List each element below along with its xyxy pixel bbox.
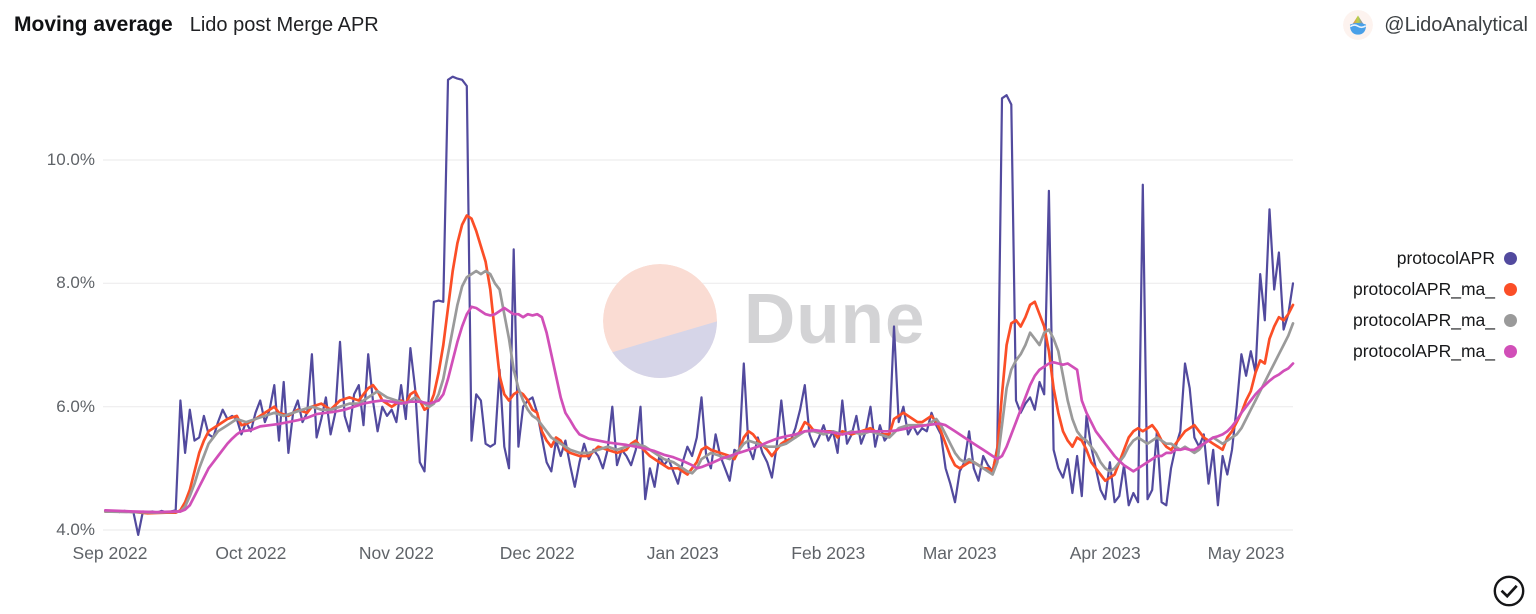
legend-item-protocolAPR-ma-1[interactable]: protocolAPR_ma_: [1353, 274, 1517, 305]
legend-item-protocolAPR-ma-2[interactable]: protocolAPR_ma_: [1353, 305, 1517, 336]
x-tick-label: Feb 2023: [791, 543, 866, 563]
author-avatar[interactable]: [1343, 10, 1374, 40]
y-tick-label: 10.0%: [46, 149, 95, 169]
x-tick-label: Dec 2022: [499, 543, 575, 563]
series-line-0: [104, 75, 1295, 537]
legend-dot-protocolAPR: [1504, 252, 1517, 265]
legend-dot-protocolAPR-ma-1: [1504, 283, 1517, 296]
series-line-3: [103, 305, 1295, 514]
chart-title: Moving average Lido post Merge APR: [14, 13, 379, 37]
legend-dot-protocolAPR-ma-3: [1504, 345, 1517, 358]
x-tick-label: May 2023: [1207, 543, 1285, 563]
check-circle-icon: [1493, 575, 1525, 607]
y-axis: 10.0% 8.0% 6.0% 4.0%: [0, 0, 95, 614]
legend-label: protocolAPR_ma_: [1352, 279, 1495, 299]
x-tick-label: Apr 2023: [1069, 543, 1141, 563]
x-tick-label: Mar 2023: [922, 543, 997, 563]
y-tick-label: 6.0%: [56, 396, 95, 416]
y-tick-label: 8.0%: [56, 273, 95, 293]
legend-label: protocolAPR: [1396, 248, 1495, 268]
x-tick-label: Oct 2022: [215, 543, 287, 563]
x-tick-label: Nov 2022: [358, 543, 434, 563]
legend-item-protocolAPR[interactable]: protocolAPR: [1353, 243, 1517, 274]
chart-legend: protocolAPR protocolAPR_ma_ protocolAPR_…: [1353, 243, 1517, 367]
author-handle[interactable]: @LidoAnalytical: [1384, 13, 1528, 36]
chart-title-name: Lido post Merge APR: [189, 14, 379, 36]
legend-label: protocolAPR_ma_: [1352, 341, 1495, 361]
legend-item-protocolAPR-ma-3[interactable]: protocolAPR_ma_: [1353, 336, 1517, 367]
x-tick-label: Sep 2022: [72, 543, 148, 563]
chart-title-type: Moving average: [14, 13, 173, 36]
legend-dot-protocolAPR-ma-2: [1504, 314, 1517, 327]
y-tick-label: 4.0%: [56, 520, 95, 539]
x-tick-label: Jan 2023: [646, 543, 719, 563]
lido-droplet-logo-icon: [1343, 10, 1374, 40]
legend-label: protocolAPR_ma_: [1352, 310, 1495, 330]
author-link[interactable]: @LidoAnalytical: [1343, 10, 1528, 40]
x-axis: Sep 2022 Oct 2022 Nov 2022 Dec 2022 Jan 2023…: [0, 543, 1536, 573]
